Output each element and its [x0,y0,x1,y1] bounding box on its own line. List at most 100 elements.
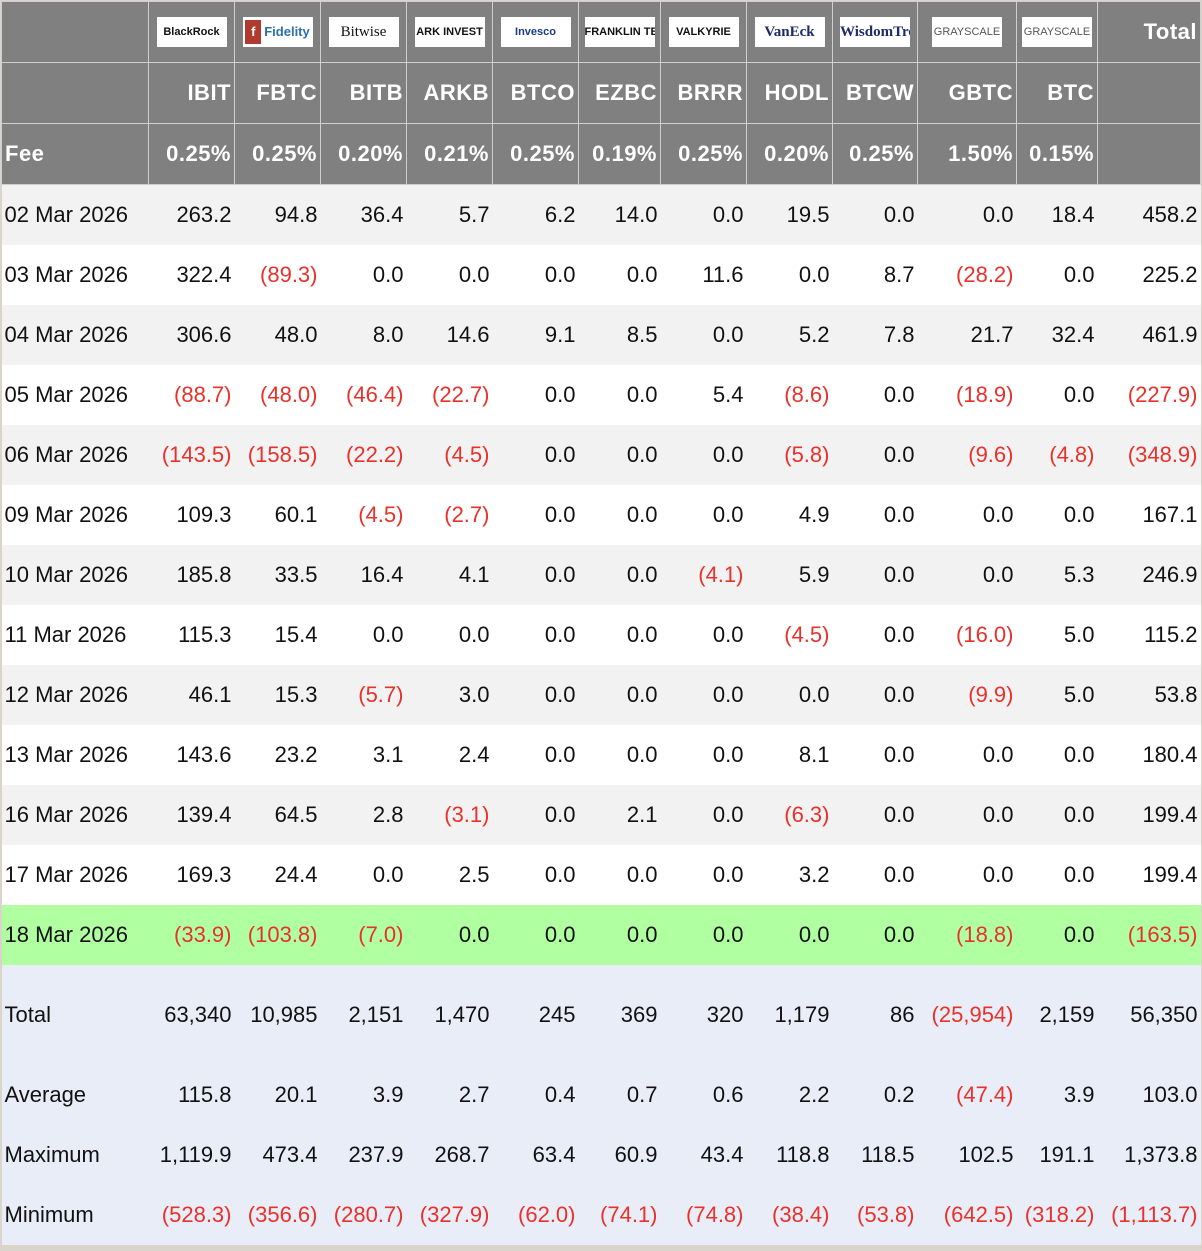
flow-cell: 0.0 [832,605,918,665]
flow-cell: (103.8) [234,905,321,965]
flow-cell: 8.1 [746,725,833,785]
flow-cell: 94.8 [234,184,321,245]
issuer-logo-cell: WisdomTree [832,1,918,63]
fee-value: 0.19% [578,123,661,185]
flow-cell: 0.0 [832,905,918,965]
fee-value: 0.25% [832,123,918,185]
flow-cell: 0.0 [917,545,1017,605]
issuer-logo-text: GRAYSCALE [933,26,1001,38]
flow-cell: 109.3 [148,485,235,545]
date-cell: 03 Mar 2026 [1,245,149,305]
flow-cell: (88.7) [148,365,235,425]
date-cell: 16 Mar 2026 [1,785,149,845]
issuer-logo-text: Bitwise [340,24,387,40]
flow-cell: 6.2 [492,184,579,245]
logo-row: BlackRock f Fidelity Bitwise ARK INVEST Inves… [1,1,1201,63]
table-row: 09 Mar 2026 109.3 60.1 (4.5) (2.7) 0.0 0.0 0.0 4… [1,485,1201,545]
flow-cell: (348.9) [1097,425,1201,485]
flow-cell: (6.3) [746,785,833,845]
summary-cell: (356.6) [234,1185,321,1245]
flow-cell: 0.0 [660,845,747,905]
flow-cell: 32.4 [1016,305,1098,365]
flow-cell: 2.1 [578,785,661,845]
summary-cell: (528.3) [148,1185,235,1245]
flow-cell: (22.7) [406,365,493,425]
summary-cell: (38.4) [746,1185,833,1245]
flow-cell: (143.5) [148,425,235,485]
fee-value: 0.15% [1016,123,1098,185]
issuer-logo: Invesco [500,17,571,47]
ticker-header: BTC [1016,62,1098,124]
summary-cell: (642.5) [917,1185,1017,1245]
summary-row: Maximum 1,119.9 473.4 237.9 268.7 63.4 60.9 43.… [1,1125,1201,1185]
summary-cell: 3.9 [320,1065,407,1125]
ticker-header: HODL [746,62,833,124]
flow-cell: 5.9 [746,545,833,605]
flow-cell: 0.0 [1016,785,1098,845]
flow-cell: 0.0 [578,365,661,425]
flow-cell: 14.0 [578,184,661,245]
flow-cell: 5.4 [660,365,747,425]
issuer-logo-cell: FRANKLIN TEMPLETON [578,1,661,63]
flow-cell: (4.5) [746,605,833,665]
flow-cell: 0.0 [832,184,918,245]
flow-cell: 0.0 [832,545,918,605]
summary-label: Average [1,1065,149,1125]
flow-cell: 7.8 [832,305,918,365]
issuer-logo: GRAYSCALE [1022,17,1092,47]
flow-cell: 5.2 [746,305,833,365]
flow-cell: 2.8 [320,785,407,845]
summary-cell: (74.1) [578,1185,661,1245]
flow-cell: 0.0 [578,245,661,305]
issuer-logo-cell: GRAYSCALE [917,1,1017,63]
empty-cell [1097,123,1201,185]
ticker-row: IBIT FBTC BITB ARKB BTCO EZBC BRRR HODL BTCW GBTC… [1,62,1201,124]
summary-cell: 10,985 [234,965,321,1065]
flow-cell: (9.9) [917,665,1017,725]
flow-cell: 0.0 [660,785,747,845]
flow-cell: (2.7) [406,485,493,545]
flow-cell: 19.5 [746,184,833,245]
flow-cell: 0.0 [406,245,493,305]
table-row: 06 Mar 2026 (143.5) (158.5) (22.2) (4.5) 0.0 0… [1,425,1201,485]
flow-cell: 0.0 [1016,485,1098,545]
date-cell: 05 Mar 2026 [1,365,149,425]
flow-cell: (22.2) [320,425,407,485]
fee-value: 0.25% [660,123,747,185]
flow-cell: 0.0 [578,485,661,545]
summary-cell: 103.0 [1097,1065,1201,1125]
summary-cell: 63,340 [148,965,235,1065]
date-cell: 10 Mar 2026 [1,545,149,605]
summary-cell: 237.9 [320,1125,407,1185]
flow-cell: 169.3 [148,845,235,905]
fee-value: 0.21% [406,123,493,185]
flow-cell: (28.2) [917,245,1017,305]
flow-cell: 0.0 [578,905,661,965]
summary-cell: 1,373.8 [1097,1125,1201,1185]
flow-cell: 0.0 [832,425,918,485]
flow-cell: 0.0 [917,785,1017,845]
ticker-header: GBTC [917,62,1017,124]
table-row: 03 Mar 2026 322.4 (89.3) 0.0 0.0 0.0 0.0 11.6 0.… [1,245,1201,305]
flow-cell: 0.0 [578,545,661,605]
issuer-logo-text: FRANKLIN TEMPLETON [584,26,655,38]
flow-cell: 0.0 [832,665,918,725]
summary-cell: 2.2 [746,1065,833,1125]
date-cell: 09 Mar 2026 [1,485,149,545]
summary-cell: (62.0) [492,1185,579,1245]
table-row: 02 Mar 2026 263.2 94.8 36.4 5.7 6.2 14.0 0.0 19.… [1,184,1201,245]
flow-cell: (163.5) [1097,905,1201,965]
ticker-header: IBIT [148,62,235,124]
ticker-header: EZBC [578,62,661,124]
flow-cell: 0.0 [578,845,661,905]
date-cell: 18 Mar 2026 [1,905,149,965]
summary-cell: 86 [832,965,918,1065]
date-cell: 04 Mar 2026 [1,305,149,365]
issuer-logo-cell: Bitwise [320,1,407,63]
flow-cell: 167.1 [1097,485,1201,545]
flow-cell: 0.0 [320,245,407,305]
flow-cell: (4.5) [406,425,493,485]
summary-cell: 2,159 [1016,965,1098,1065]
flow-cell: 0.0 [1016,725,1098,785]
